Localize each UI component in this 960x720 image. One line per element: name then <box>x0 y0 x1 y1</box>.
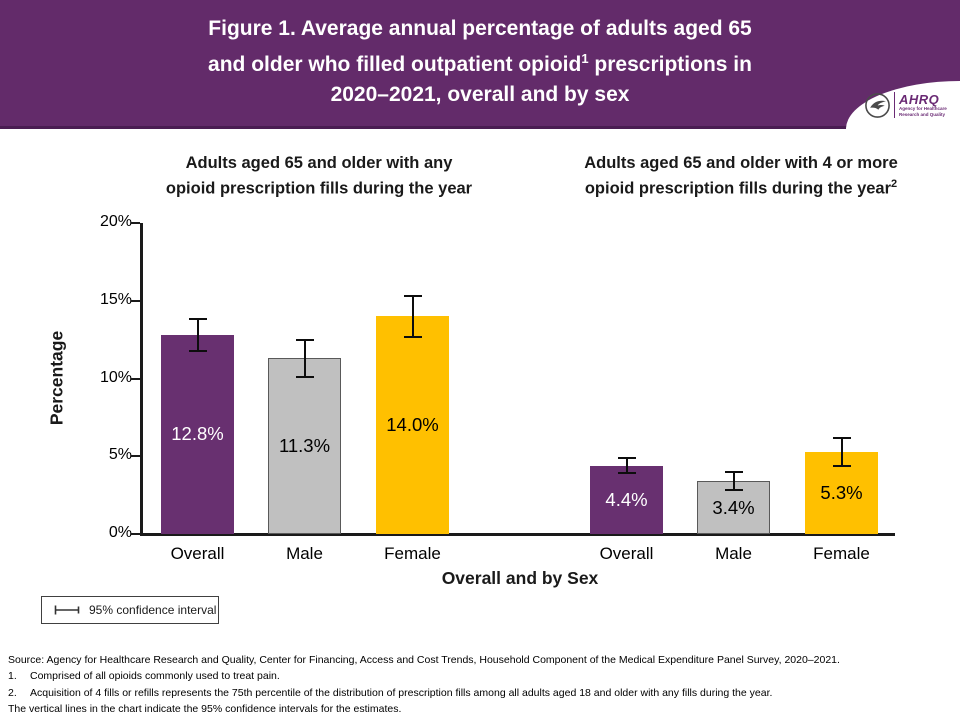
footnote-marker-1: 1 <box>581 51 589 66</box>
x-category-label-overall-any: Overall <box>170 544 225 563</box>
bar-overall-any <box>161 334 234 534</box>
figure-title-line1: Figure 1. Average annual percentage of a… <box>208 17 752 40</box>
figure-title-line3: 2020–2021, overall and by sex <box>330 83 630 106</box>
y-axis-line <box>140 223 143 534</box>
bar-overall-4plus <box>590 465 663 534</box>
footer-notes: Source: Agency for Healthcare Research a… <box>8 652 956 718</box>
bar-value-label-male-any: 11.3% <box>278 435 331 457</box>
footnote-1: 1. Comprised of all opioids commonly used… <box>8 670 280 683</box>
y-tick-label-15%: 15% <box>99 290 132 308</box>
error-bar-line-male-4plus <box>732 471 735 491</box>
logo-text: AHRQ Agency for Healthcare Research and … <box>899 93 947 117</box>
x-category-label-male-4plus: Male <box>715 544 752 563</box>
footnote-marker-2: 2 <box>891 178 898 190</box>
y-tick-label-10%: 10% <box>99 368 132 386</box>
hhs-eagle-icon <box>865 92 890 118</box>
y-tick-mark-20% <box>131 222 140 224</box>
panel-title-any-fills: Adults aged 65 and older with any opioid… <box>165 154 473 198</box>
header-banner: Figure 1. Average annual percentage of a… <box>0 0 960 129</box>
panel-title-4plus-fills: Adults aged 65 and older with 4 or more … <box>584 154 898 198</box>
logo-divider <box>894 92 895 118</box>
x-axis-title: Overall and by Sex <box>441 568 599 588</box>
x-axis-line <box>140 533 895 536</box>
error-bar-line-overall-4plus <box>625 457 628 474</box>
ahrq-logo: AHRQ Agency for Healthcare Research and … <box>846 81 960 129</box>
error-bar-cap-top-overall-4plus <box>617 456 636 459</box>
error-bar-cap-bottom-male-4plus <box>724 489 743 492</box>
y-tick-mark-0% <box>131 533 140 535</box>
error-bar-cap-top-male-4plus <box>724 470 743 473</box>
logo-acronym: AHRQ <box>899 92 940 107</box>
source-note: Source: Agency for Healthcare Research a… <box>8 654 840 666</box>
y-tick-mark-5% <box>131 455 140 458</box>
bar-value-label-male-4plus: 3.4% <box>712 496 755 518</box>
x-category-label-overall-4plus: Overall <box>599 544 654 563</box>
error-bar-line-female-4plus <box>840 437 843 466</box>
legend-label: 95% confidence interval <box>89 603 217 617</box>
error-bar-cap-bottom-overall-4plus <box>617 472 636 475</box>
confidence-interval-icon <box>54 605 80 615</box>
error-bar-cap-bottom-female-4plus <box>832 464 851 467</box>
error-bar-line-overall-any <box>196 319 199 351</box>
error-bar-cap-top-female-any <box>403 295 422 298</box>
bar-value-label-female-4plus: 5.3% <box>820 481 863 503</box>
logo-tagline-2: Research and Quality <box>899 111 946 117</box>
error-bar-line-male-any <box>303 339 306 377</box>
x-category-label-female-any: Female <box>384 544 441 563</box>
bar-value-label-overall-any: 12.8% <box>171 423 224 445</box>
x-category-label-female-4plus: Female <box>813 544 870 563</box>
legend-box: 95% confidence interval <box>41 596 219 624</box>
error-bar-cap-bottom-female-any <box>403 335 422 338</box>
y-tick-mark-10% <box>131 377 140 380</box>
figure-title-line2: and older who filled outpatient opioid1 … <box>208 51 752 76</box>
y-tick-label-20%: 20% <box>99 213 132 230</box>
error-bar-cap-bottom-male-any <box>295 375 314 378</box>
bar-value-label-overall-4plus: 4.4% <box>605 488 648 510</box>
figure-title: Figure 1. Average annual percentage of a… <box>0 14 960 110</box>
error-bar-cap-bottom-overall-any <box>188 349 207 352</box>
ci-note: The vertical lines in the chart indicate… <box>8 703 402 716</box>
y-tick-label-5%: 5% <box>108 446 132 464</box>
error-bar-cap-top-overall-any <box>188 318 207 321</box>
bar-value-label-female-any: 14.0% <box>386 414 439 436</box>
bar-female-any <box>376 316 449 534</box>
error-bar-cap-top-female-4plus <box>832 436 851 439</box>
x-category-label-male-any: Male <box>286 544 323 563</box>
y-tick-label-0%: 0% <box>108 524 132 541</box>
error-bar-line-female-any <box>411 296 414 337</box>
error-bar-cap-top-male-any <box>295 338 314 341</box>
bar-male-any <box>268 358 341 534</box>
logo-tagline-1: Agency for Healthcare <box>899 106 947 111</box>
footnote-2: 2. Acquisition of 4 fills or refills repr… <box>8 686 773 699</box>
y-tick-mark-15% <box>131 299 140 302</box>
